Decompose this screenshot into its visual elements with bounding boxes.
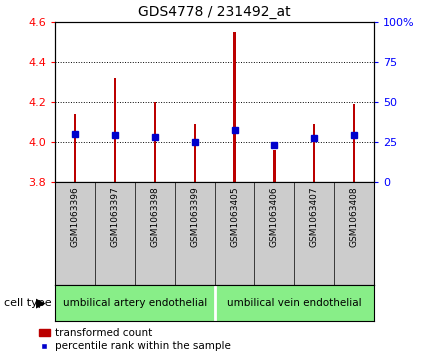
Text: umbilical artery endothelial: umbilical artery endothelial xyxy=(63,298,207,308)
Text: GSM1063407: GSM1063407 xyxy=(310,187,319,247)
Bar xyxy=(114,78,116,182)
Bar xyxy=(193,123,196,182)
Text: GSM1063397: GSM1063397 xyxy=(110,187,119,248)
Bar xyxy=(154,102,156,182)
Legend: transformed count, percentile rank within the sample: transformed count, percentile rank withi… xyxy=(39,328,231,351)
Text: GSM1063405: GSM1063405 xyxy=(230,187,239,247)
Text: GSM1063406: GSM1063406 xyxy=(270,187,279,247)
Text: GSM1063396: GSM1063396 xyxy=(71,187,79,248)
Text: ▶: ▶ xyxy=(36,297,46,310)
Text: GSM1063408: GSM1063408 xyxy=(350,187,359,247)
Text: GSM1063399: GSM1063399 xyxy=(190,187,199,248)
Title: GDS4778 / 231492_at: GDS4778 / 231492_at xyxy=(138,5,291,19)
Bar xyxy=(233,32,236,182)
Bar xyxy=(273,150,275,182)
Bar xyxy=(353,103,355,182)
Text: cell type: cell type xyxy=(4,298,52,308)
Text: GSM1063398: GSM1063398 xyxy=(150,187,159,248)
Bar xyxy=(74,114,76,182)
Text: umbilical vein endothelial: umbilical vein endothelial xyxy=(227,298,362,308)
Bar xyxy=(313,123,315,182)
